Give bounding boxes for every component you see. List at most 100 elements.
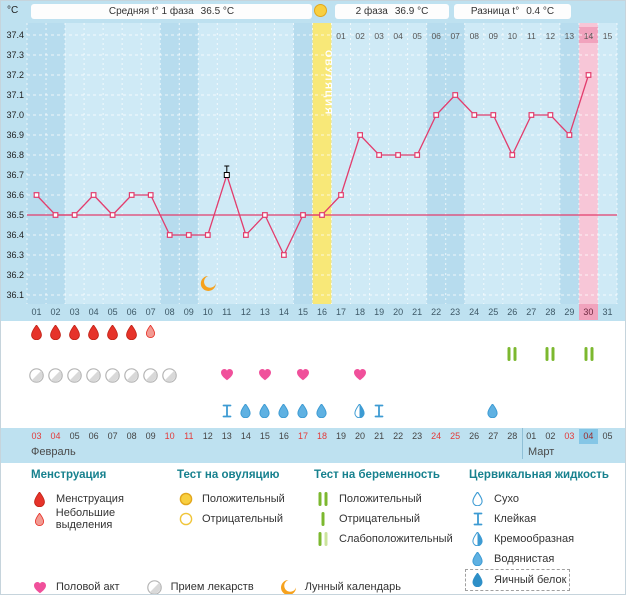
temp-point[interactable] [185, 232, 192, 238]
medication-icon[interactable] [67, 368, 82, 383]
menstruation-icon[interactable] [88, 325, 99, 340]
chart-day-column[interactable] [84, 23, 104, 304]
medication-icon[interactable] [86, 368, 101, 383]
chart-day-column[interactable] [331, 23, 351, 304]
chart-day-column[interactable] [122, 23, 142, 304]
temp-point[interactable] [128, 192, 135, 198]
menstruation-icon[interactable] [69, 325, 80, 340]
temp-point[interactable] [471, 112, 478, 118]
chart-day-column[interactable] [483, 23, 503, 304]
chart-day-column[interactable] [578, 23, 598, 304]
legend-item-label: Водянистая [494, 553, 555, 565]
phase2-value: 36.9 °C [394, 6, 429, 17]
temp-point[interactable] [109, 212, 116, 218]
chart-day-column[interactable] [103, 23, 123, 304]
pregnancy-test-positive-icon[interactable] [583, 346, 595, 362]
chart-day-column[interactable] [597, 23, 617, 304]
temp-point[interactable] [338, 192, 344, 198]
cervical-watery-icon[interactable] [297, 404, 308, 418]
chart-day-column[interactable] [274, 23, 294, 304]
chart-day-column[interactable] [141, 23, 161, 304]
pregnancy-test-positive-icon[interactable] [544, 346, 556, 362]
chart-day-column[interactable] [350, 23, 370, 304]
legend-ovulation-test-title: Тест на овуляцию [177, 469, 280, 481]
pregnancy-test-positive-icon[interactable] [506, 346, 518, 362]
temp-point[interactable] [300, 212, 306, 218]
chart-day-column[interactable] [407, 23, 427, 304]
menstruation-icon[interactable] [31, 325, 42, 340]
chart-day-column[interactable] [27, 23, 47, 304]
chart-day-column[interactable] [464, 23, 484, 304]
chart-day-column[interactable] [198, 23, 218, 304]
temp-point[interactable] [281, 252, 287, 258]
intercourse-icon[interactable] [353, 368, 367, 381]
temp-point[interactable] [566, 132, 573, 138]
chart-day-column[interactable] [540, 23, 560, 304]
temp-point[interactable] [262, 212, 268, 218]
temp-point[interactable] [204, 232, 211, 238]
medication-icon[interactable] [124, 368, 139, 383]
date-label: 15 [259, 431, 270, 441]
temp-point[interactable] [490, 112, 497, 118]
cervical-sticky-icon[interactable] [221, 404, 233, 418]
chart-day-column[interactable] [445, 23, 465, 304]
temp-point[interactable] [33, 192, 40, 198]
temp-point[interactable] [376, 152, 382, 158]
medication-icon[interactable] [29, 368, 44, 383]
cervical-creamy-icon[interactable] [354, 404, 365, 418]
temp-point[interactable] [71, 212, 78, 218]
temperature-chart[interactable]: 37.4 37.3 37.2 37.1 37.0 36.9 36.8 36.7 36.6 36.5… [1, 23, 625, 304]
dpo-label: 08 [470, 31, 480, 41]
cervical-watery-icon[interactable] [240, 404, 251, 418]
chart-day-column[interactable] [65, 23, 85, 304]
intercourse-icon[interactable] [258, 368, 272, 381]
cervical-watery-icon[interactable] [259, 404, 270, 418]
intercourse-icon[interactable] [296, 368, 310, 381]
chart-day-column[interactable] [179, 23, 199, 304]
menstruation-icon[interactable] [126, 325, 138, 340]
temp-point[interactable] [90, 192, 97, 198]
medication-icon[interactable] [48, 368, 63, 383]
temp-point[interactable] [528, 112, 535, 118]
chart-day-column[interactable] [160, 23, 180, 304]
chart-day-column[interactable] [521, 23, 541, 304]
cervical-watery-icon[interactable] [316, 404, 327, 418]
chart-day-column[interactable] [217, 23, 237, 304]
chart-day-column[interactable] [369, 23, 389, 304]
medication-icon[interactable] [162, 368, 177, 383]
phase2-label: 2 фаза [355, 6, 388, 17]
menstruation-icon[interactable] [50, 325, 61, 340]
temp-point[interactable] [414, 152, 421, 158]
intercourse-icon[interactable] [220, 368, 234, 381]
cervical-sticky-icon[interactable] [373, 404, 385, 418]
temp-point[interactable] [147, 192, 154, 198]
temp-point[interactable] [395, 152, 401, 158]
cervical-watery-icon[interactable] [487, 404, 498, 418]
temp-point[interactable] [452, 92, 459, 98]
temp-point[interactable] [547, 112, 554, 118]
temp-point-excluded[interactable] [223, 172, 230, 178]
chart-day-column[interactable] [293, 23, 313, 304]
temp-point[interactable] [357, 132, 363, 138]
temp-point[interactable] [52, 212, 59, 218]
medication-icon[interactable] [143, 368, 158, 383]
chart-day-column[interactable] [312, 23, 332, 304]
temp-point[interactable] [585, 72, 592, 78]
medication-icon[interactable] [105, 368, 120, 383]
chart-day-column[interactable] [236, 23, 256, 304]
spotting-icon[interactable] [146, 325, 156, 338]
temp-point[interactable] [243, 232, 249, 238]
cervical-watery-icon[interactable] [278, 404, 289, 418]
moon-icon [280, 579, 297, 594]
chart-day-column[interactable] [426, 23, 446, 304]
chart-day-column[interactable] [46, 23, 66, 304]
temp-point[interactable] [319, 212, 325, 218]
menstruation-icon[interactable] [107, 325, 118, 340]
chart-day-column[interactable] [388, 23, 408, 304]
temp-point[interactable] [166, 232, 173, 238]
temp-point[interactable] [509, 152, 516, 158]
chart-day-column[interactable] [559, 23, 579, 304]
chart-day-column[interactable] [255, 23, 275, 304]
temp-point[interactable] [433, 112, 440, 118]
chart-day-column[interactable] [502, 23, 522, 304]
